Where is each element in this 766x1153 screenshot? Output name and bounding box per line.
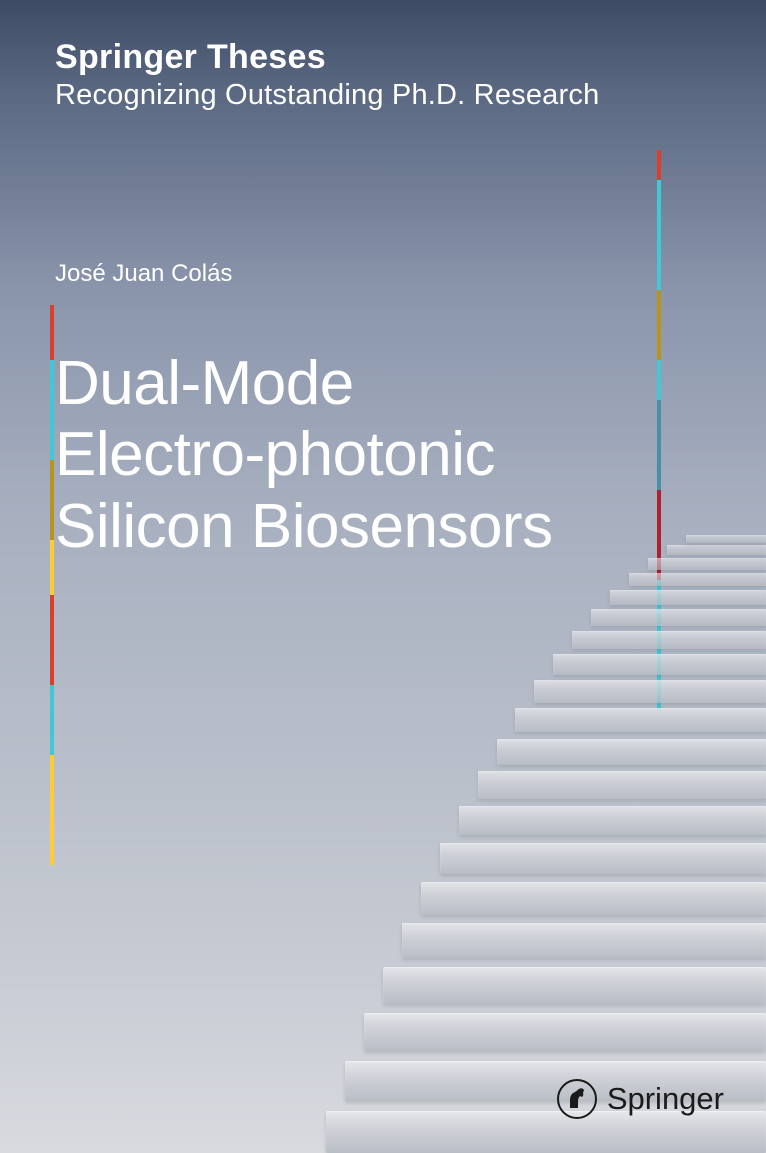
decorative-stripe-left <box>50 305 54 865</box>
book-cover: Springer Theses Recognizing Outstanding … <box>0 0 766 1153</box>
author-name: José Juan Colás <box>55 260 232 288</box>
publisher-name: Springer <box>607 1081 724 1117</box>
series-subtitle: Recognizing Outstanding Ph.D. Research <box>55 79 599 112</box>
springer-horse-icon <box>557 1079 597 1119</box>
series-header: Springer Theses Recognizing Outstanding … <box>55 38 599 112</box>
series-title: Springer Theses <box>55 38 599 77</box>
publisher-block: Springer <box>557 1079 724 1119</box>
decorative-steps <box>286 143 766 1153</box>
